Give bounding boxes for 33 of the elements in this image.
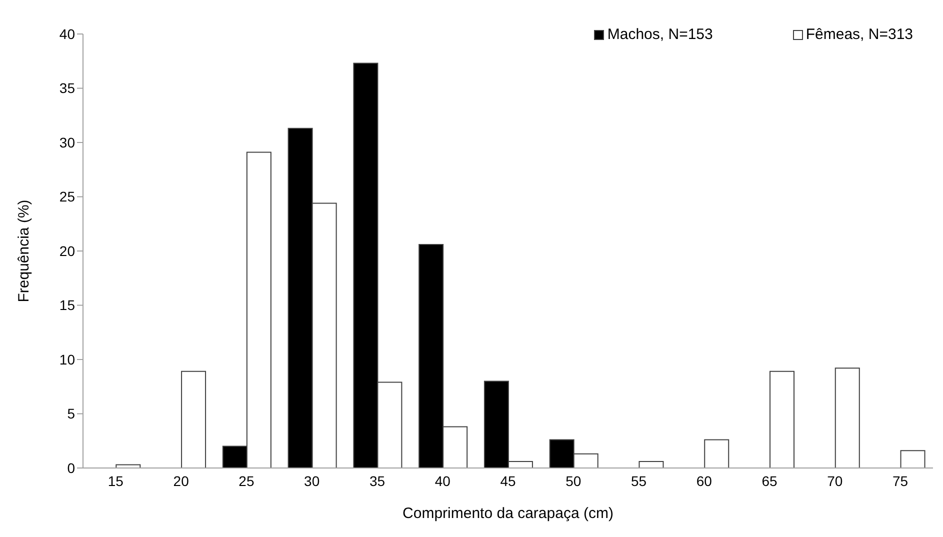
x-tick-label: 60 — [696, 472, 712, 489]
legend-label: Machos, N=153 — [607, 26, 713, 43]
x-tick-label: 70 — [827, 472, 843, 489]
bar — [900, 450, 926, 468]
y-tick-label: 5 — [67, 406, 76, 422]
x-tick-label: 40 — [434, 472, 451, 489]
x-tick-label: 30 — [304, 472, 320, 489]
y-tick-label: 25 — [59, 188, 76, 205]
y-tick-label: 35 — [59, 80, 76, 96]
x-tick-label: 45 — [500, 472, 516, 489]
x-tick-label: 20 — [173, 472, 190, 489]
x-tick-label: 50 — [566, 472, 582, 489]
x-tick-label: 25 — [238, 472, 254, 489]
y-tick-label: 10 — [59, 351, 76, 368]
bar — [181, 370, 206, 468]
y-tick-label: 15 — [59, 297, 76, 314]
bar — [834, 368, 860, 468]
y-axis-title: Frequência (%) — [15, 200, 32, 302]
x-tick-label: 35 — [369, 472, 386, 489]
x-axis-title: Comprimento da carapaça (cm) — [402, 505, 614, 522]
x-tick-label: 75 — [892, 472, 908, 489]
bar — [638, 460, 664, 468]
y-tick-label: 0 — [67, 460, 76, 476]
y-tick-label: 40 — [59, 26, 76, 42]
y-tick-label: 30 — [59, 134, 76, 150]
bar — [116, 464, 141, 468]
legend-label: Fêmeas, N=313 — [806, 26, 913, 43]
x-tick-label: 65 — [762, 472, 778, 489]
bar — [770, 370, 794, 468]
bar — [704, 439, 730, 468]
x-tick-label: 55 — [630, 472, 647, 489]
x-tick-label: 15 — [108, 472, 124, 489]
y-tick-label: 20 — [59, 242, 76, 259]
